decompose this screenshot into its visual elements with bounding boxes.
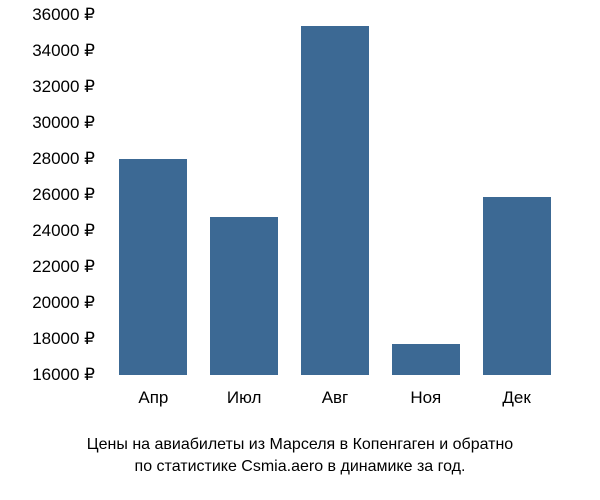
x-tick-label: Ноя: [392, 380, 460, 410]
y-tick-label: 26000 ₽: [32, 185, 95, 205]
bar: [301, 26, 369, 375]
bar: [483, 197, 551, 375]
bars-group: [100, 15, 570, 375]
price-chart: 36000 ₽ 34000 ₽ 32000 ₽ 30000 ₽ 28000 ₽ 26000…: [0, 0, 600, 430]
y-tick-label: 30000 ₽: [32, 113, 95, 133]
y-tick-label: 18000 ₽: [32, 329, 95, 349]
caption-line-1: Цены на авиабилеты из Марселя в Копенгаг…: [87, 436, 513, 453]
bar: [210, 217, 278, 375]
x-tick-label: Авг: [301, 380, 369, 410]
y-axis: 36000 ₽34000 ₽32000 ₽30000 ₽28000 ₽26000…: [0, 15, 95, 375]
x-axis: Апр Июл Авг Ноя Дек: [100, 380, 570, 410]
plot-area: [100, 15, 570, 375]
y-tick-label: 34000 ₽: [32, 41, 95, 61]
x-tick-label: Июл: [210, 380, 278, 410]
caption-line-2: по статистике Csmia.aero в динамике за г…: [135, 458, 466, 475]
y-tick-label: 24000 ₽: [32, 221, 95, 241]
y-tick-label: 22000 ₽: [32, 257, 95, 277]
y-tick-label: 20000 ₽: [32, 293, 95, 313]
x-tick-label: Дек: [483, 380, 551, 410]
y-tick-label: 36000 ₽: [32, 5, 95, 25]
bar: [392, 344, 460, 375]
chart-caption: Цены на авиабилеты из Марселя в Копенгаг…: [0, 434, 600, 477]
bar: [119, 159, 187, 375]
y-tick-label: 32000 ₽: [32, 77, 95, 97]
y-tick-label: 16000 ₽: [32, 365, 95, 385]
y-tick-label: 28000 ₽: [32, 149, 95, 169]
x-tick-label: Апр: [119, 380, 187, 410]
